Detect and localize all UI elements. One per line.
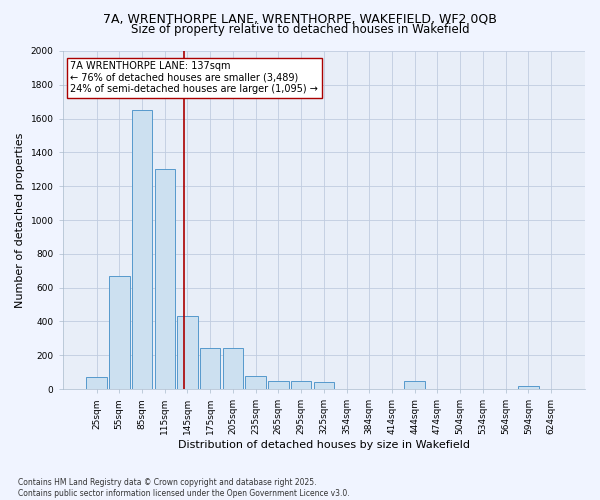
X-axis label: Distribution of detached houses by size in Wakefield: Distribution of detached houses by size … bbox=[178, 440, 470, 450]
Bar bbox=[268, 380, 289, 389]
Text: 7A, WRENTHORPE LANE, WRENTHORPE, WAKEFIELD, WF2 0QB: 7A, WRENTHORPE LANE, WRENTHORPE, WAKEFIE… bbox=[103, 12, 497, 26]
Bar bbox=[132, 110, 152, 389]
Text: 7A WRENTHORPE LANE: 137sqm
← 76% of detached houses are smaller (3,489)
24% of s: 7A WRENTHORPE LANE: 137sqm ← 76% of deta… bbox=[70, 61, 318, 94]
Text: Size of property relative to detached houses in Wakefield: Size of property relative to detached ho… bbox=[131, 22, 469, 36]
Bar bbox=[314, 382, 334, 389]
Bar bbox=[245, 376, 266, 389]
Bar bbox=[223, 348, 243, 389]
Bar bbox=[86, 377, 107, 389]
Bar bbox=[109, 276, 130, 389]
Y-axis label: Number of detached properties: Number of detached properties bbox=[15, 132, 25, 308]
Bar bbox=[291, 380, 311, 389]
Bar bbox=[155, 170, 175, 389]
Bar bbox=[200, 348, 220, 389]
Bar bbox=[404, 380, 425, 389]
Bar bbox=[518, 386, 539, 389]
Text: Contains HM Land Registry data © Crown copyright and database right 2025.
Contai: Contains HM Land Registry data © Crown c… bbox=[18, 478, 350, 498]
Bar bbox=[177, 316, 197, 389]
